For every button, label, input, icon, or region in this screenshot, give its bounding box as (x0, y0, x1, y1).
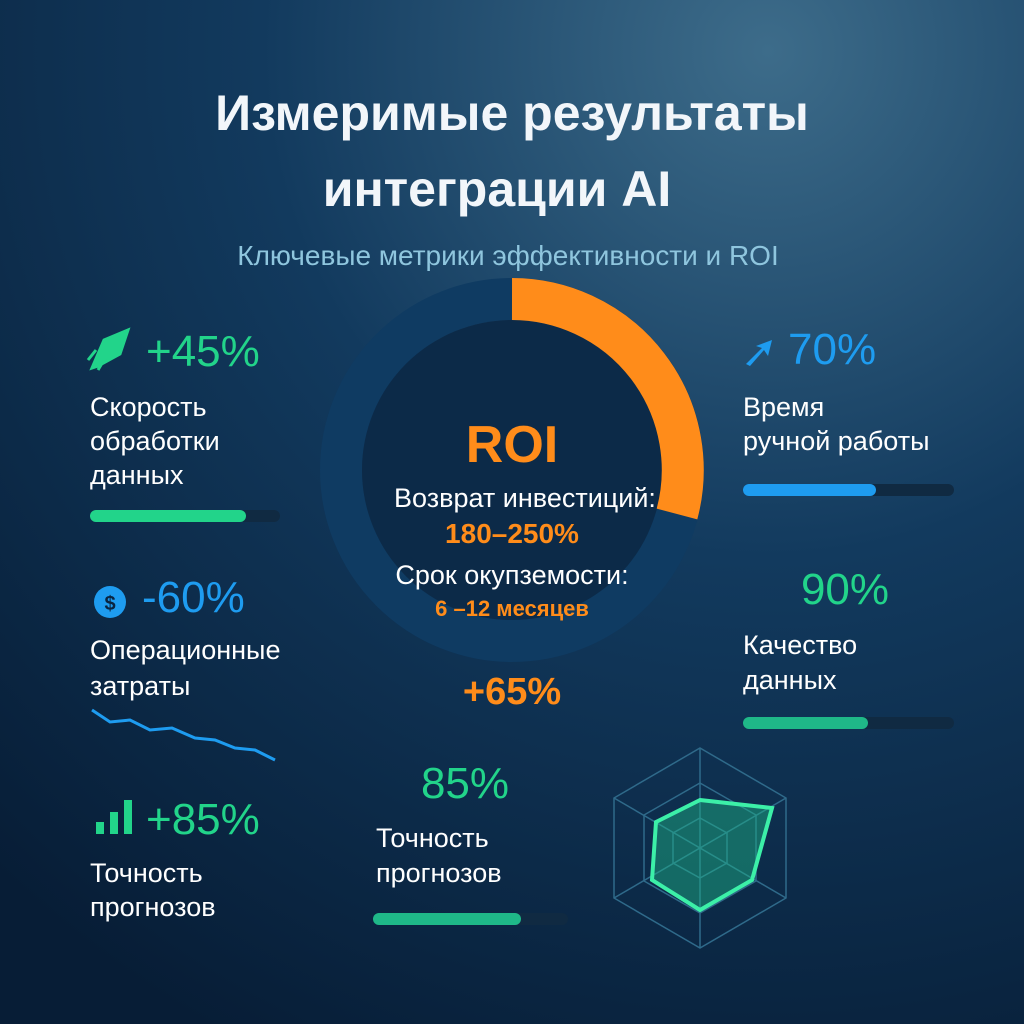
bars-icon (96, 822, 104, 834)
roi-value: 180–250% (445, 518, 579, 549)
title: Измеримые результаты (215, 85, 809, 141)
roi-label: Возврат инвестиций: (394, 483, 656, 513)
roi-title: ROI (466, 416, 558, 474)
metric-label: Скорость (90, 392, 207, 422)
ring-inner (362, 320, 662, 620)
bar-fill (743, 717, 868, 729)
metric-label: ручной работы (743, 426, 929, 456)
bar-fill (743, 484, 876, 496)
money-sign: $ (104, 593, 115, 615)
metric-label: прогнозов (376, 858, 502, 888)
arrow-icon (746, 340, 772, 366)
metric-value: +85% (146, 795, 260, 844)
metric-value: 70% (788, 325, 876, 374)
rocket-icon (86, 327, 131, 371)
metric-value: 90% (801, 565, 889, 614)
bar-fill (90, 510, 246, 522)
money-icon (94, 586, 126, 618)
metric-value: 85% (421, 759, 509, 808)
radar-grid (613, 747, 787, 949)
roi-extra: +65% (463, 671, 561, 713)
title: интеграции AI (323, 161, 672, 217)
metric-label: Точность (90, 858, 203, 888)
metric-label: данных (743, 665, 837, 695)
payback-value: 6 –12 месяцев (435, 596, 589, 621)
metric-value: +45% (146, 327, 260, 376)
metric-label: Операционные (90, 635, 280, 665)
metric-label: Качество (743, 630, 857, 660)
bars-icon (124, 800, 132, 834)
subtitle: Ключевые метрики эффективности и ROI (237, 240, 778, 271)
trend-line (91, 708, 276, 762)
metric-value: -60% (142, 573, 245, 622)
metric-label: данных (90, 460, 184, 490)
metric-label: затраты (90, 671, 190, 701)
metric-label: Время (743, 392, 824, 422)
bars-icon (110, 812, 118, 834)
metric-label: обработки (90, 426, 220, 456)
radar-shape (649, 797, 775, 913)
payback-label: Срок окупземости: (395, 560, 628, 590)
metric-label: прогнозов (90, 892, 216, 922)
roi-arc (511, 278, 704, 520)
metric-label: Точность (376, 823, 489, 853)
bar-fill (373, 913, 521, 925)
